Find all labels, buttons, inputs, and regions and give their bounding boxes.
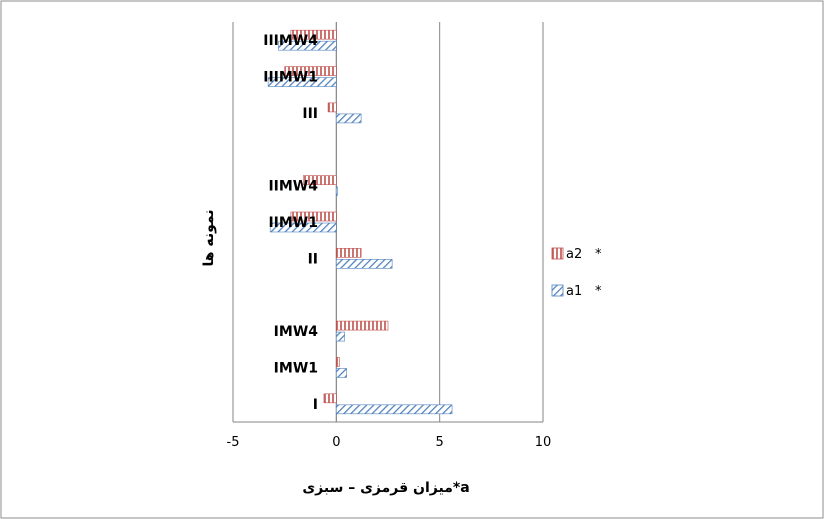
bar-a1-IIMW1 <box>269 222 337 233</box>
bar-a1-IIIMW1 <box>267 77 337 87</box>
bar-a1-IIMW4 <box>336 186 338 196</box>
category-label-IMW1: IMW1 <box>274 360 318 376</box>
bar-a2-I <box>323 393 337 404</box>
bar-a2-II <box>336 248 362 258</box>
category-label-IIMW4: IIMW4 <box>268 179 318 195</box>
category-label-IIIMW4: IIIMW4 <box>263 33 318 49</box>
bar-a2-IMW4 <box>336 320 389 331</box>
category-label-II: II <box>308 251 318 267</box>
x-tick-label-1: 0 <box>332 435 340 450</box>
category-label-IMW4: IMW4 <box>274 324 319 340</box>
grid-lines <box>232 22 544 423</box>
bars <box>267 29 453 415</box>
bar-a2-IIIMW1 <box>284 66 337 76</box>
bar-a1-IIIMW4 <box>278 40 337 51</box>
bar-a1-IMW1 <box>336 368 347 378</box>
bar-a2-IIIMW4 <box>290 29 337 40</box>
legend-marker-a1: * <box>595 284 602 299</box>
bar-a1-II <box>336 259 393 269</box>
legend-swatch-a2 <box>551 247 564 260</box>
x-axis-title: a*میزان قرمزی – سبزی <box>302 480 469 496</box>
x-tick-label-2: 5 <box>436 435 444 450</box>
bar-a1-III <box>336 113 362 124</box>
bar-a2-IIMW4 <box>302 175 337 185</box>
bar-a1-IMW4 <box>336 331 345 342</box>
legend-marker-a2: * <box>595 247 602 262</box>
legend-label-a2: a2 <box>566 247 582 262</box>
x-tick-label-3: 10 <box>535 435 552 450</box>
bar-a1-I <box>336 404 453 415</box>
category-label-I: I <box>313 397 318 413</box>
x-tick-label-0: -5 <box>227 435 240 450</box>
x-tick-labels: -5 0 5 10 <box>227 435 552 450</box>
category-label-IIIMW1: IIIMW1 <box>263 70 318 86</box>
legend-label-a1: a1 <box>566 284 582 299</box>
legend-swatch-a1 <box>551 284 564 297</box>
bar-a2-IMW1 <box>336 357 340 367</box>
y-axis-title: نمونه ها <box>201 209 217 266</box>
category-label-III: III <box>302 106 318 122</box>
bar-a2-IIMW1 <box>290 211 337 222</box>
legend: a2 * a1 * <box>551 247 602 299</box>
category-label-IIMW1: IIMW1 <box>268 215 318 231</box>
bar-a2-III <box>327 102 337 113</box>
